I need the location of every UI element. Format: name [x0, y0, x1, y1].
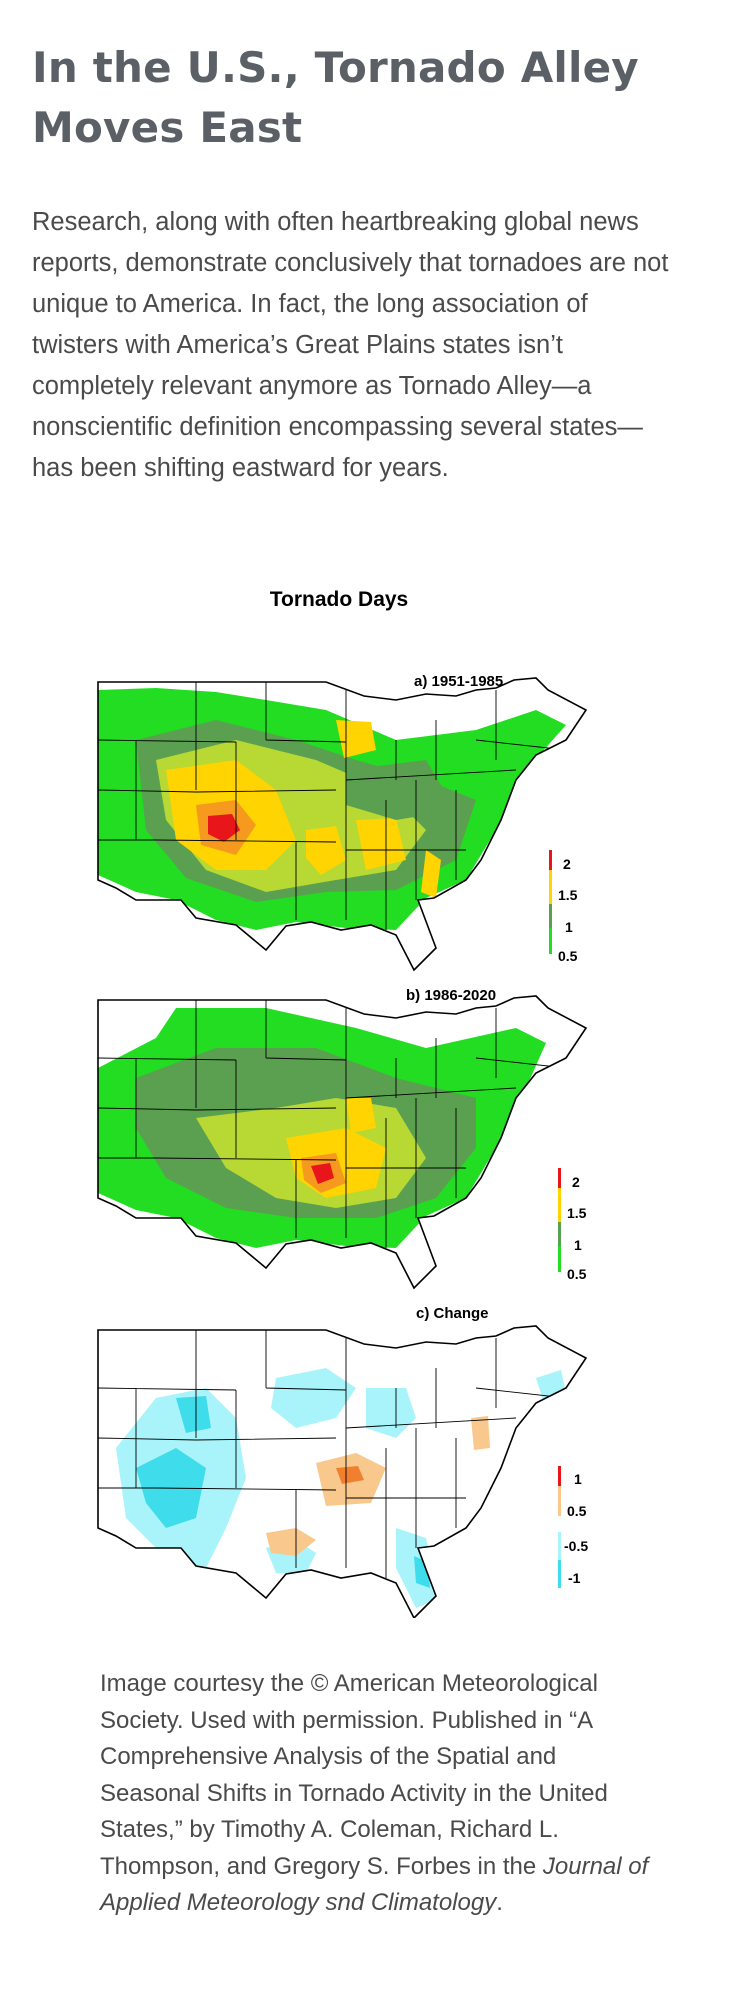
legend-b-2: 2: [572, 1174, 580, 1190]
legend-c-neg-1: -1: [568, 1570, 581, 1586]
figure-title: Tornado Days: [270, 588, 408, 611]
caption-journal: Journal of Applied Meteorology snd Clima…: [100, 1852, 649, 1917]
legend-b-1: 1: [574, 1237, 582, 1253]
legend-panel-a: 2 1.5 1 0.5: [549, 850, 578, 964]
panel-a-label: a) 1951-1985: [414, 673, 503, 690]
tornado-days-figure: Tornado Days a) 1951-1985: [96, 578, 636, 1618]
legend-a-1.5: 1.5: [558, 887, 578, 903]
caption-text: Image courtesy the © American Meteorolog…: [100, 1670, 608, 1880]
map-panel-a: a) 1951-1985 2 1.5 1 0.5: [97, 673, 588, 972]
legend-b-1.5: 1.5: [567, 1205, 587, 1221]
map-panel-c: c) Change 1 0.5 -0.5 -1: [97, 1305, 588, 1618]
legend-c-1: 1: [574, 1471, 582, 1487]
legend-a-2: 2: [563, 856, 571, 872]
legend-b-0.5: 0.5: [567, 1266, 587, 1282]
legend-c-neg-0.5: -0.5: [564, 1538, 588, 1554]
caption-end: .: [496, 1889, 503, 1916]
map-panel-b: b) 1986-2020 2 1.5 1 0.5: [97, 987, 588, 1290]
figure-caption: Image courtesy the © American Meteorolog…: [100, 1666, 660, 1922]
article-title: In the U.S., Tornado Alley Moves East: [32, 43, 639, 152]
panel-b-label: b) 1986-2020: [406, 987, 496, 1004]
legend-a-1: 1: [565, 919, 573, 935]
panel-c-label: c) Change: [416, 1305, 489, 1322]
legend-a-0.5: 0.5: [558, 948, 578, 964]
legend-c-0.5: 0.5: [567, 1503, 587, 1519]
legend-panel-b: 2 1.5 1 0.5: [558, 1168, 587, 1282]
legend-panel-c: 1 0.5 -0.5 -1: [558, 1466, 588, 1588]
article-intro: Research, along with often heartbreaking…: [32, 208, 669, 482]
